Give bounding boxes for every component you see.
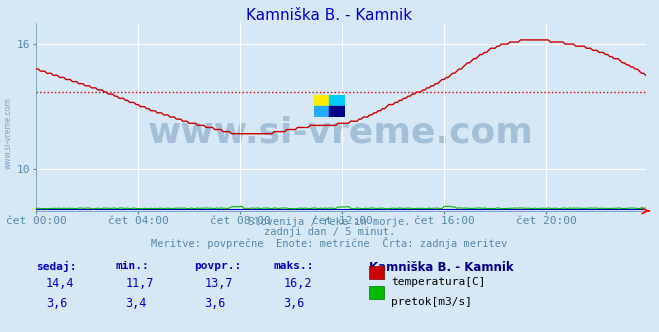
Text: Kamniška B. - Kamnik: Kamniška B. - Kamnik [246, 8, 413, 23]
Text: 3,6: 3,6 [283, 297, 304, 310]
Bar [314, 96, 330, 106]
Text: sedaj:: sedaj: [36, 261, 76, 272]
Text: maks.:: maks.: [273, 261, 314, 271]
Text: min.:: min.: [115, 261, 149, 271]
Text: povpr.:: povpr.: [194, 261, 242, 271]
Text: 3,6: 3,6 [46, 297, 67, 310]
Bar [330, 96, 345, 106]
Text: www.si-vreme.com: www.si-vreme.com [148, 115, 534, 149]
Bar [314, 106, 330, 117]
Text: Meritve: povprečne  Enote: metrične  Črta: zadnja meritev: Meritve: povprečne Enote: metrične Črta:… [152, 237, 507, 249]
Text: 13,7: 13,7 [204, 277, 233, 290]
Bar [330, 106, 345, 117]
Text: 14,4: 14,4 [46, 277, 74, 290]
Text: temperatura[C]: temperatura[C] [391, 277, 486, 287]
Text: 11,7: 11,7 [125, 277, 154, 290]
Text: 3,6: 3,6 [204, 297, 225, 310]
Text: 16,2: 16,2 [283, 277, 312, 290]
Text: zadnji dan / 5 minut.: zadnji dan / 5 minut. [264, 227, 395, 237]
Text: pretok[m3/s]: pretok[m3/s] [391, 297, 473, 307]
Text: Slovenija / reke in morje.: Slovenija / reke in morje. [248, 217, 411, 227]
Text: Kamniška B. - Kamnik: Kamniška B. - Kamnik [369, 261, 513, 274]
Text: www.si-vreme.com: www.si-vreme.com [3, 97, 13, 169]
Text: 3,4: 3,4 [125, 297, 146, 310]
